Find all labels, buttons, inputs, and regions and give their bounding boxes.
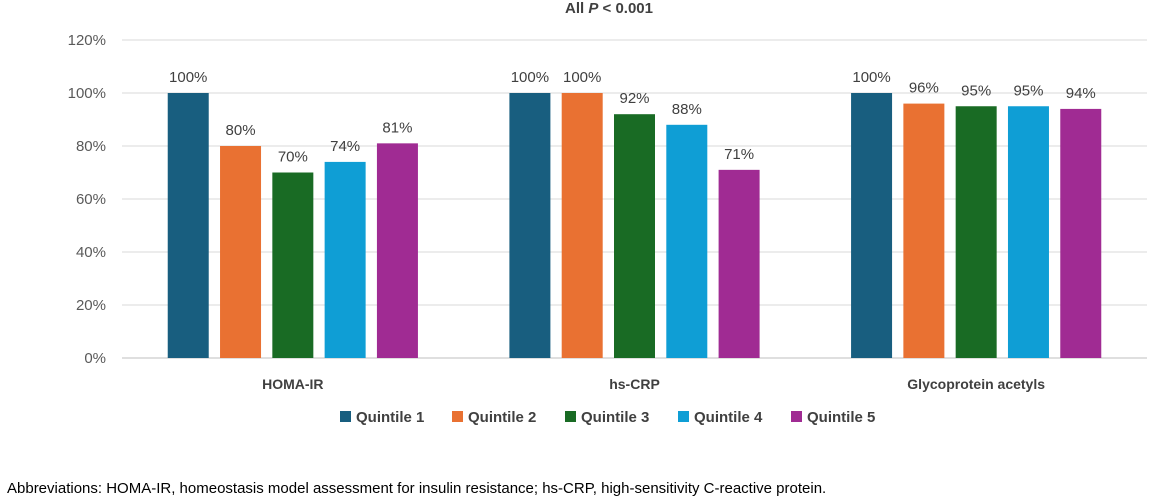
- data-label: 95%: [961, 82, 991, 99]
- legend-swatch: [791, 411, 802, 422]
- y-tick-label: 0%: [84, 350, 106, 367]
- y-tick-label: 40%: [76, 244, 106, 261]
- data-label: 100%: [563, 69, 601, 86]
- bar: [272, 172, 314, 358]
- legend-swatch: [452, 411, 463, 422]
- bar: [376, 143, 418, 358]
- legend-entry: Quintile 5: [807, 409, 875, 426]
- data-label: 100%: [169, 69, 207, 86]
- data-label: 80%: [226, 122, 256, 139]
- bar: [167, 93, 209, 358]
- legend-entry: Quintile 1: [356, 409, 424, 426]
- legend-entry: Quintile 4: [694, 409, 763, 426]
- bar: [324, 161, 366, 358]
- legend: Quintile 1 Quintile 2 Quintile 3 Quintile 4…: [340, 409, 875, 426]
- bar: [718, 169, 760, 358]
- x-category-label: HOMA-IR: [262, 376, 323, 392]
- bar: [666, 124, 708, 358]
- data-labels: 100% 80% 70% 74% 81% 100% 100% 92% 88% 71% 100% 96%…: [169, 69, 1096, 166]
- legend-swatch: [565, 411, 576, 422]
- data-label: 88%: [672, 101, 702, 118]
- data-label: 81%: [382, 119, 412, 136]
- y-tick-label: 120%: [68, 32, 106, 49]
- x-category-label: hs-CRP: [609, 376, 660, 392]
- bar-chart: All P < 0.001 0% 20% 40% 60% 80% 100% 120% 100…: [68, 0, 1147, 426]
- bar: [1007, 106, 1049, 358]
- legend-entry: Quintile 3: [581, 409, 649, 426]
- y-tick-label: 100%: [68, 85, 106, 102]
- bar: [1060, 108, 1102, 359]
- x-category-label: Glycoprotein acetyls: [907, 376, 1045, 392]
- bar: [561, 93, 603, 358]
- data-label: 70%: [278, 149, 308, 166]
- data-label: 100%: [511, 69, 549, 86]
- data-label: 96%: [909, 80, 939, 97]
- footnote: Abbreviations: HOMA-IR, homeostasis mode…: [7, 480, 827, 497]
- legend-swatch: [340, 411, 351, 422]
- bar: [851, 93, 893, 358]
- x-axis-category-labels: HOMA-IR hs-CRP Glycoprotein acetyls: [262, 376, 1045, 392]
- bars: [167, 93, 1102, 359]
- legend-entry: Quintile 2: [468, 409, 536, 426]
- bar: [220, 146, 262, 358]
- data-label: 92%: [619, 90, 649, 107]
- data-label: 100%: [852, 69, 890, 86]
- bar: [955, 106, 997, 358]
- chart-title: All P < 0.001: [565, 0, 653, 17]
- data-label: 71%: [724, 146, 754, 163]
- bar: [509, 93, 551, 358]
- y-tick-label: 80%: [76, 138, 106, 155]
- bar: [614, 114, 655, 358]
- y-tick-label: 60%: [76, 191, 106, 208]
- y-tick-label: 20%: [76, 297, 106, 314]
- data-label: 74%: [330, 138, 360, 155]
- y-axis-tick-labels: 0% 20% 40% 60% 80% 100% 120%: [68, 32, 106, 367]
- bar: [903, 103, 945, 358]
- data-label: 95%: [1013, 82, 1043, 99]
- legend-swatch: [678, 411, 689, 422]
- data-label: 94%: [1066, 85, 1096, 102]
